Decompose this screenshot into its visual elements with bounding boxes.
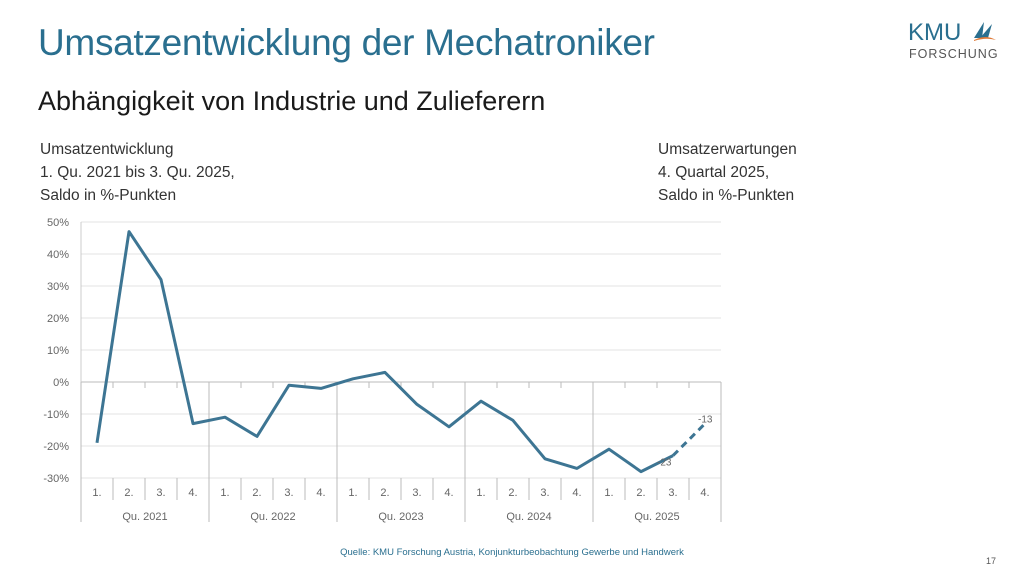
note-line: Saldo in %-Punkten [658, 187, 795, 204]
x-tick-label: 2. [636, 487, 645, 499]
x-tick-label: 2. [508, 487, 517, 499]
x-group-label: Qu. 2023 [378, 511, 423, 523]
x-tick-label: 4. [572, 487, 581, 499]
y-tick-label: 50% [47, 217, 69, 229]
x-tick-label: 1. [92, 487, 101, 499]
data-label: -13 [698, 415, 713, 426]
x-tick-label: 4. [444, 487, 453, 499]
left-note: Umsatzentwicklung 1. Qu. 2021 bis 3. Qu.… [40, 138, 235, 207]
note-line: Umsatzentwicklung [40, 141, 174, 158]
y-tick-label: -10% [43, 409, 69, 421]
right-note: Umsatzerwartungen 4. Quartal 2025, Saldo… [658, 138, 797, 207]
y-tick-label: -20% [43, 441, 69, 453]
note-line: 1. Qu. 2021 bis 3. Qu. 2025, [40, 164, 235, 181]
y-tick-label: 40% [47, 249, 69, 261]
y-tick-label: 10% [47, 345, 69, 357]
x-group-label: Qu. 2021 [122, 511, 167, 523]
y-tick-label: 30% [47, 281, 69, 293]
data-label: -23 [657, 458, 672, 469]
x-tick-label: 3. [540, 487, 549, 499]
x-tick-label: 1. [220, 487, 229, 499]
page-title: Umsatzentwicklung der Mechatroniker [38, 22, 655, 63]
note-line: 4. Quartal 2025, [658, 164, 770, 181]
x-group-label: Qu. 2022 [250, 511, 295, 523]
x-tick-label: 2. [380, 487, 389, 499]
x-tick-label: 2. [124, 487, 133, 499]
page-subtitle: Abhängigkeit von Industrie und Zuliefere… [38, 86, 546, 116]
x-tick-label: 3. [284, 487, 293, 499]
series-line-solid [95, 230, 674, 474]
y-tick-label: 0% [53, 377, 69, 389]
y-tick-label: -30% [43, 473, 69, 485]
x-tick-label: 1. [476, 487, 485, 499]
x-tick-label: 3. [412, 487, 421, 499]
series-line-dashed [671, 422, 707, 457]
x-tick-label: 4. [188, 487, 197, 499]
y-tick-label: 20% [47, 313, 69, 325]
x-tick-label: 2. [252, 487, 261, 499]
x-tick-label: 4. [700, 487, 709, 499]
svg-text:FORSCHUNG: FORSCHUNG [909, 47, 999, 61]
note-line: Umsatzerwartungen [658, 141, 797, 158]
x-tick-label: 4. [316, 487, 325, 499]
line-chart: 50% 40% 30% 20% 10% 0% -10% -20% -30% 1. 2. 3. 4. 1. 2… [43, 217, 722, 523]
x-tick-label: 1. [348, 487, 357, 499]
note-line: Saldo in %-Punkten [40, 187, 177, 204]
page-number: 17 [986, 556, 997, 566]
kmu-logo: KMU FORSCHUNG [908, 16, 1008, 69]
x-tick-label: 1. [604, 487, 613, 499]
source-note: Quelle: KMU Forschung Austria, Konjunktu… [340, 547, 684, 558]
svg-text:KMU: KMU [908, 19, 961, 46]
x-tick-label: 3. [668, 487, 677, 499]
x-tick-label: 3. [156, 487, 165, 499]
x-group-label: Qu. 2025 [634, 511, 679, 523]
x-group-label: Qu. 2024 [506, 511, 551, 523]
